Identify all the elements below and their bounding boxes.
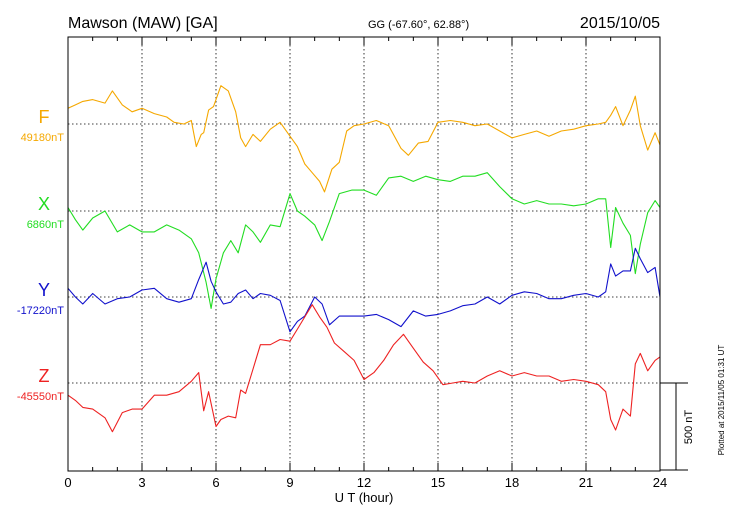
- x-tick-label: 9: [286, 475, 293, 490]
- x-axis-label: U T (hour): [335, 490, 394, 505]
- x-tick-label: 0: [64, 475, 71, 490]
- series-name-y: Y: [38, 280, 50, 300]
- series-name-x: X: [38, 194, 50, 214]
- series-baseline-x: 6860nT: [27, 219, 65, 231]
- x-tick-label: 3: [138, 475, 145, 490]
- x-tick-label: 6: [212, 475, 219, 490]
- plotted-timestamp: Plotted at 2015/11/05 01:31 UT: [717, 345, 726, 456]
- series-name-f: F: [39, 107, 50, 127]
- grid: [68, 37, 660, 471]
- coordinates: GG (-67.60°, 62.88°): [368, 19, 469, 31]
- x-tick-label: 18: [505, 475, 519, 490]
- date-label: 2015/10/05: [580, 15, 660, 32]
- x-ticks: 0 3 6 9 12 15 18 21 24: [64, 37, 667, 490]
- series-labels: F 49180nT X 6860nT Y -17220nT Z -45550nT: [17, 107, 64, 403]
- series-line-z: [67, 304, 661, 433]
- scale-bar-label: 500 nT: [683, 410, 695, 445]
- x-tick-label: 21: [579, 475, 593, 490]
- x-tick-label: 12: [357, 475, 371, 490]
- series-line-x: [67, 172, 661, 309]
- station-title: Mawson (MAW) [GA]: [68, 15, 218, 32]
- series-line-y: [67, 247, 661, 333]
- series-line-f: [67, 85, 661, 193]
- scale-bar: 500 nT: [660, 382, 695, 471]
- x-tick-label: 15: [431, 475, 445, 490]
- series-baseline-y: -17220nT: [17, 305, 64, 317]
- series-layer: [67, 85, 661, 433]
- series-baseline-z: -45550nT: [17, 391, 64, 403]
- series-name-z: Z: [39, 366, 50, 386]
- series-baseline-f: 49180nT: [21, 132, 65, 144]
- x-tick-label: 24: [653, 475, 667, 490]
